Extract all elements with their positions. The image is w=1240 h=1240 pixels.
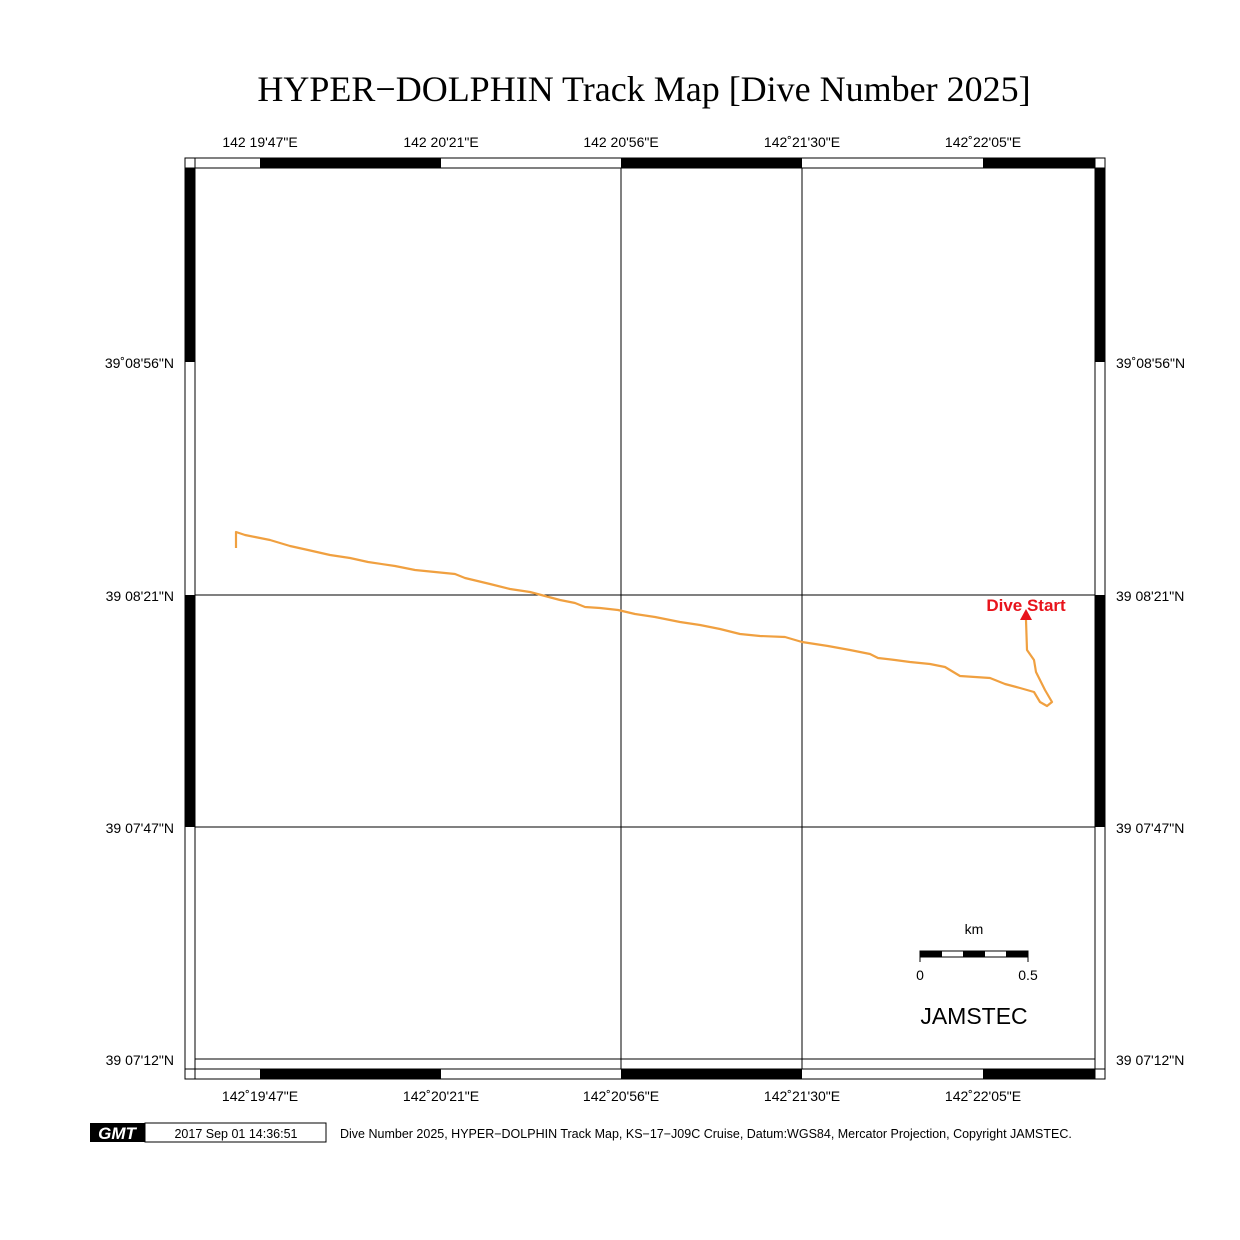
bottom-frame-band: [184, 1068, 1106, 1080]
top-frame-band: [184, 157, 1106, 169]
right-lat-label: 39 07'12"N: [1116, 1052, 1184, 1068]
dive-track-line: [234, 530, 1054, 708]
right-lat-label: 39 07'47"N: [1116, 820, 1184, 836]
dive-start-label: Dive Start: [986, 596, 1066, 615]
frame-corners: [184, 157, 1106, 1080]
scale-bar: km 0 0.5: [916, 921, 1038, 983]
top-lon-label: 142 19'47"E: [222, 134, 297, 150]
gridlines: [195, 168, 1095, 1069]
footer: GMT 2017 Sep 01 14:36:51 Dive Number 202…: [90, 1122, 1072, 1143]
scale-max-label: 0.5: [1018, 967, 1038, 983]
left-lat-label: 39 07'12"N: [106, 1052, 174, 1068]
bottom-lon-label: 142˚22'05"E: [945, 1088, 1021, 1104]
footer-timestamp: 2017 Sep 01 14:36:51: [174, 1127, 297, 1141]
top-lon-label: 142 20'21"E: [403, 134, 478, 150]
top-lon-label: 142 20'56"E: [583, 134, 658, 150]
left-lat-label: 39˚08'56"N: [105, 355, 174, 371]
bottom-lon-label: 142˚19'47"E: [222, 1088, 298, 1104]
jamstec-watermark: JAMSTEC: [920, 1003, 1027, 1029]
gmt-logo: [90, 1123, 145, 1142]
bottom-longitude-labels: 142˚19'47"E 142˚20'21"E 142˚20'56"E 142˚…: [222, 1088, 1021, 1104]
timestamp-box: [144, 1122, 327, 1143]
right-lat-label: 39˚08'56"N: [1116, 355, 1185, 371]
bottom-lon-label: 142˚20'56"E: [583, 1088, 659, 1104]
right-lat-label: 39 08'21"N: [1116, 588, 1184, 604]
footer-caption: Dive Number 2025, HYPER−DOLPHIN Track Ma…: [340, 1127, 1072, 1141]
dive-start-marker: [1020, 609, 1032, 620]
top-lon-label: 142˚22'05"E: [945, 134, 1021, 150]
left-frame-band: [184, 157, 196, 1080]
left-lat-label: 39 08'21"N: [106, 588, 174, 604]
left-lat-label: 39 07'47"N: [106, 820, 174, 836]
bottom-lon-label: 142˚20'21"E: [403, 1088, 479, 1104]
top-lon-label: 142˚21'30"E: [764, 134, 840, 150]
bottom-lon-label: 142˚21'30"E: [764, 1088, 840, 1104]
right-frame-band: [1094, 157, 1106, 1080]
left-latitude-labels: 39˚08'56"N 39 08'21"N 39 07'47"N 39 07'1…: [105, 355, 174, 1068]
scale-min-label: 0: [916, 967, 924, 983]
map-title: HYPER−DOLPHIN Track Map [Dive Number 202…: [257, 69, 1031, 109]
right-latitude-labels: 39˚08'56"N 39 08'21"N 39 07'47"N 39 07'1…: [1116, 355, 1185, 1068]
gmt-logo-text: GMT: [98, 1124, 137, 1143]
scale-unit-label: km: [965, 921, 984, 937]
top-longitude-labels: 142 19'47"E 142 20'21"E 142 20'56"E 142˚…: [222, 134, 1021, 150]
map-frame-outer: [184, 157, 1106, 1080]
map-area: [194, 167, 1096, 1070]
